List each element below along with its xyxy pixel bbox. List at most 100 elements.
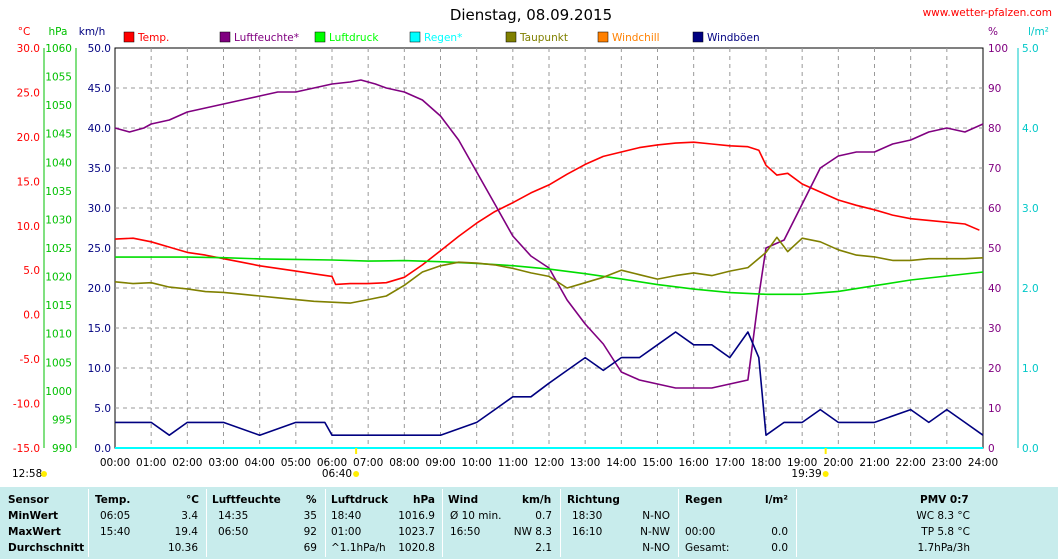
legend-label: Windböen: [707, 32, 760, 44]
pressure-tick-label: 1015: [45, 300, 72, 312]
legend-label: Taupunkt: [519, 32, 568, 44]
wind-tick-label: 5.0: [94, 403, 111, 415]
summary-cell-press-time: 18:40: [331, 510, 362, 522]
series-line: [115, 331, 984, 437]
pressure-tick-label: 990: [52, 443, 72, 455]
temp-unit-label: °C: [18, 26, 31, 38]
pressure-tick-label: 1025: [45, 243, 72, 255]
x-tick-label: 18:00: [751, 457, 781, 469]
sunset-label: 19:39: [791, 468, 821, 480]
rain-tick-label: 3.0: [1022, 203, 1039, 215]
legend-swatch: [123, 31, 135, 43]
legend-swatch: [409, 31, 421, 43]
summary-cell-label: MinWert: [8, 510, 59, 522]
weather-chart: Dienstag, 08.09.2015 www.wetter-pfalzen.…: [12, 6, 1052, 480]
axes-layer: 00:00 01:00 02:00 03:00 04:00 05:00 06:00 07:00…: [13, 26, 1049, 469]
legend-swatch: [505, 31, 517, 43]
humidity-tick-label: 20: [988, 363, 1001, 375]
wind-tick-label: 20.0: [88, 283, 111, 295]
rain-tick-label: 0.0: [1022, 443, 1039, 455]
x-tick-label: 24:00: [968, 457, 998, 469]
summary-cell-press-val: 1020.8: [398, 542, 435, 554]
rain-tick-label: 4.0: [1022, 123, 1039, 135]
legend-label: Temp.: [137, 32, 169, 44]
header-pressure-unit: hPa: [413, 494, 435, 506]
temp-tick-label: -10.0: [13, 399, 40, 411]
chart-title: Dienstag, 08.09.2015: [450, 6, 612, 24]
wind-tick-label: 25.0: [88, 243, 111, 255]
temp-tick-label: 30.0: [17, 43, 40, 55]
humidity-tick-label: 70: [988, 163, 1001, 175]
pressure-tick-label: 995: [52, 414, 72, 426]
summary-cell-press-val: 1016.9: [398, 510, 435, 522]
legend-label: Luftdruck: [329, 32, 379, 44]
humidity-tick-label: 50: [988, 243, 1001, 255]
pressure-tick-label: 1010: [45, 329, 72, 341]
x-tick-label: 08:00: [389, 457, 419, 469]
summary-cell-label: Durchschnitt: [8, 542, 85, 554]
rain-tick-label: 5.0: [1022, 43, 1039, 55]
x-tick-label: 22:00: [896, 457, 926, 469]
header-wind-unit: km/h: [522, 494, 552, 506]
wind-tick-label: 10.0: [88, 363, 111, 375]
pressure-tick-label: 1060: [45, 43, 72, 55]
series-line: [114, 79, 984, 389]
summary-cell-pmv: TP 5.8 °C: [921, 526, 970, 538]
summary-cell-wind-val: 0.7: [535, 510, 552, 522]
humidity-tick-label: 100: [988, 43, 1008, 55]
x-tick-label: 11:00: [498, 457, 528, 469]
summary-cell-wind-val: NW 8.3: [513, 526, 552, 538]
rain-unit-label: l/m²: [1028, 26, 1049, 38]
legend: Temp. Luftfeuchte* Luftdruck Regen* Taupunkt…: [123, 31, 760, 44]
x-tick-label: 16:00: [679, 457, 709, 469]
summary-cell-rain-time: Gesamt:: [685, 542, 730, 554]
humidity-tick-label: 0: [988, 443, 995, 455]
summary-cell-temp-val: 19.4: [174, 526, 198, 538]
x-tick-label: 03:00: [208, 457, 238, 469]
summary-cell-press-time: 01:00: [331, 526, 362, 538]
x-tick-label: 20:00: [823, 457, 853, 469]
legend-label: Luftfeuchte*: [234, 32, 299, 44]
header-humidity: Luftfeuchte: [212, 494, 281, 506]
wind-tick-label: 35.0: [88, 163, 111, 175]
temp-tick-label: 5.0: [23, 265, 40, 277]
x-tick-label: 07:00: [353, 457, 383, 469]
summary-cell-hum-val: 92: [303, 526, 317, 538]
summary-cell-press-time: ^1.1hPa/h: [331, 542, 386, 554]
header-pmv: PMV 0:7: [920, 494, 969, 506]
header-wind: Wind: [448, 494, 479, 506]
temp-tick-label: -15.0: [13, 443, 40, 455]
x-tick-label: 17:00: [715, 457, 745, 469]
summary-cell-hum-time: 14:35: [218, 510, 249, 522]
rain-tick-label: 2.0: [1022, 283, 1039, 295]
pressure-tick-label: 1000: [45, 386, 72, 398]
sun-markers: 12:58 06:40 19:39: [12, 448, 829, 480]
summary-cell-temp-time: 06:05: [100, 510, 131, 522]
temp-tick-label: -5.0: [20, 354, 41, 366]
pressure-unit-label: hPa: [49, 26, 68, 38]
sun-icon: [822, 471, 829, 477]
summary-cell-dir-val: N-NO: [642, 542, 670, 554]
site-link[interactable]: www.wetter-pfalzen.com: [923, 7, 1052, 19]
summary-cell-rain-time: 00:00: [685, 526, 716, 538]
header-humidity-unit: %: [306, 494, 317, 506]
x-tick-label: 19:00: [787, 457, 817, 469]
header-temp: Temp.: [95, 494, 131, 506]
header-sensor: Sensor: [8, 494, 49, 506]
series-line: [114, 236, 984, 304]
summary-cell-temp-val: 3.4: [181, 510, 198, 522]
x-tick-label: 09:00: [425, 457, 455, 469]
pressure-tick-label: 1035: [45, 186, 72, 198]
x-tick-label: 02:00: [172, 457, 202, 469]
pressure-tick-label: 1020: [45, 272, 72, 284]
summary-cell-rain-val: 0.0: [771, 542, 788, 554]
pressure-tick-label: 1045: [45, 129, 72, 141]
humidity-tick-label: 40: [988, 283, 1001, 295]
x-tick-label: 15:00: [642, 457, 672, 469]
summary-cell-wind-val: 2.1: [535, 542, 552, 554]
x-tick-label: 12:00: [534, 457, 564, 469]
wind-tick-label: 30.0: [88, 203, 111, 215]
x-tick-label: 21:00: [859, 457, 889, 469]
summary-cell-hum-val: 69: [303, 542, 317, 554]
legend-label: Regen*: [424, 32, 462, 44]
